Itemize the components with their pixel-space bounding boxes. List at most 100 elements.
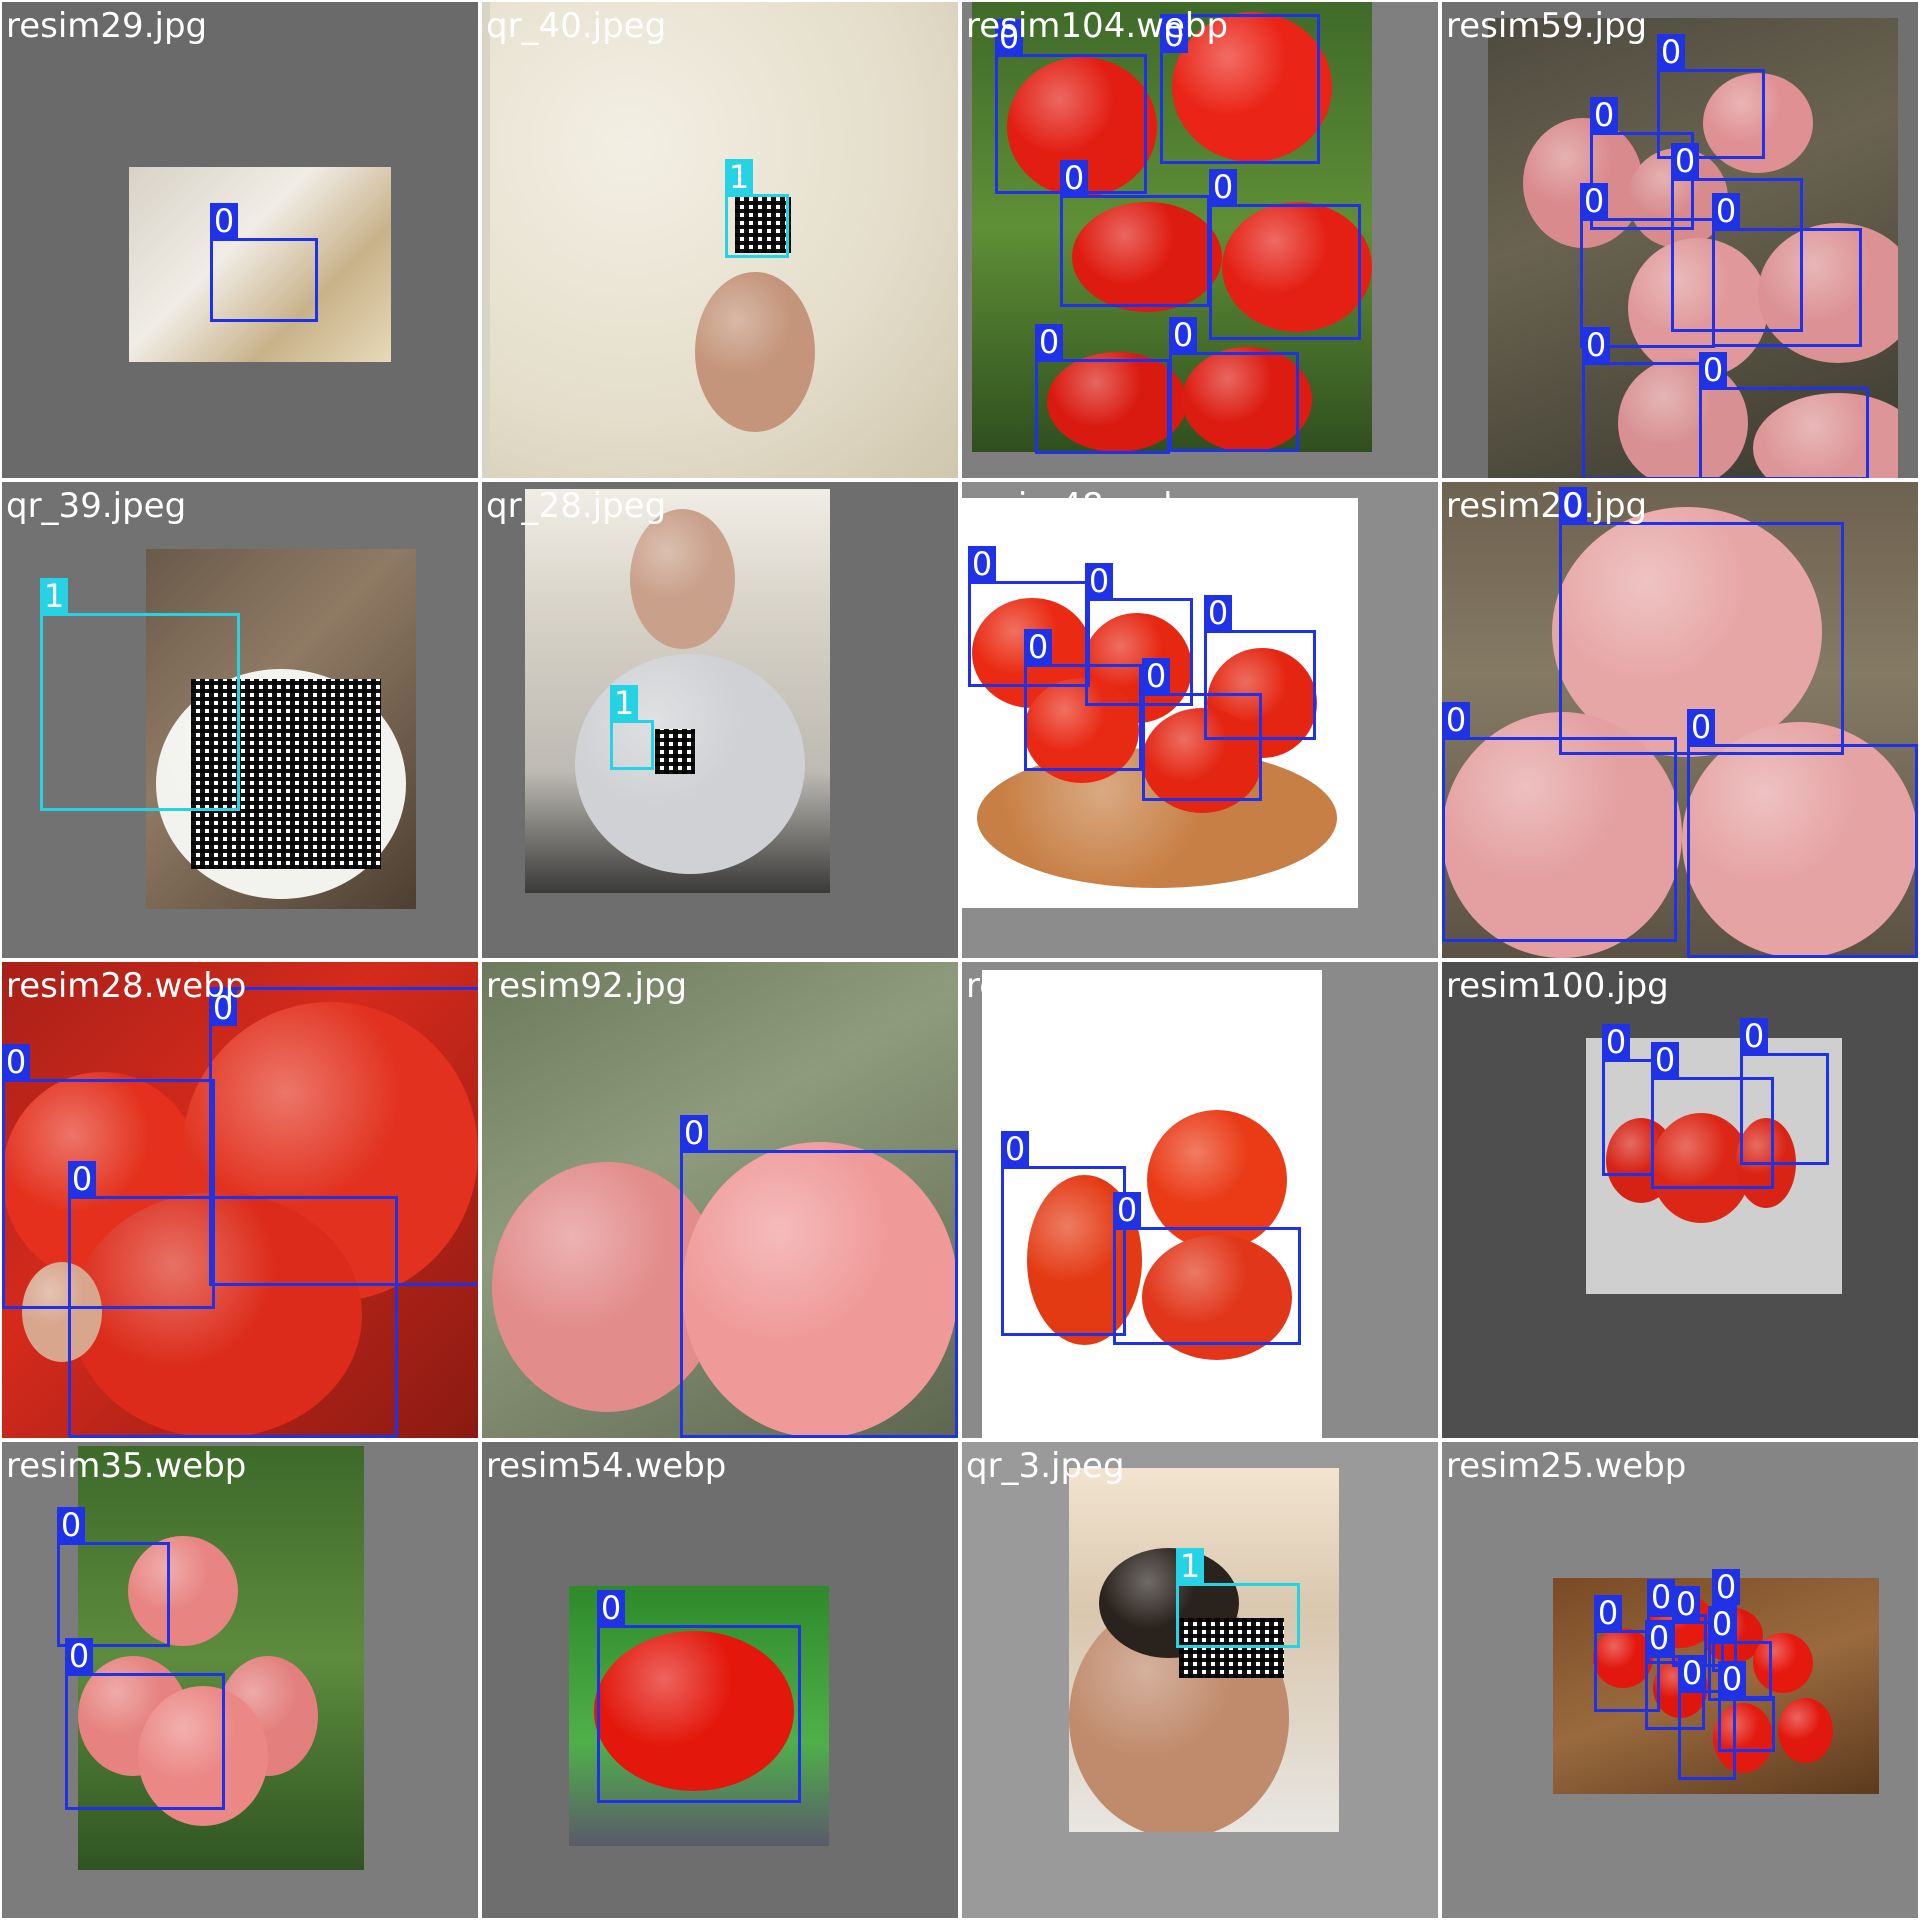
class-label: 0: [1209, 169, 1237, 205]
tile-filename: qr_3.jpeg: [966, 1446, 1125, 1486]
tomato-bounding-box: 0: [57, 1507, 170, 1647]
tile-photo: [982, 970, 1322, 1438]
mosaic-tile: 0 0 resim4.jpg: [962, 962, 1438, 1438]
class-label: 0: [210, 203, 238, 239]
tomato-shape: [594, 1631, 794, 1791]
mosaic-tile: 0 0 0 0 0 0 0 0 resim25.webp: [1442, 1442, 1918, 1918]
mosaic-tile: 0 resim92.jpg: [482, 962, 958, 1438]
class-label: 0: [1142, 658, 1170, 694]
tile-filename: resim29.jpg: [6, 6, 208, 46]
tomato-bounding-box: 0: [1169, 317, 1299, 452]
class-label: 0: [1580, 183, 1608, 219]
tile-filename: qr_40.jpeg: [486, 6, 667, 46]
tomato-shape: [630, 509, 735, 649]
class-label: 0: [1687, 709, 1715, 745]
mosaic-tile: 1 qr_40.jpeg: [482, 2, 958, 478]
mosaic-tile: 1 qr_28.jpeg: [482, 482, 958, 958]
class-label: 0: [1647, 1579, 1675, 1615]
tomato-shape: [1713, 1703, 1773, 1773]
tile-filename: resim25.webp: [1446, 1446, 1687, 1486]
tomato-bounding-box: 0: [1699, 352, 1869, 478]
tile-filename: resim59.jpg: [1446, 6, 1648, 46]
class-label: 0: [1657, 34, 1685, 70]
class-label: 0: [1035, 324, 1063, 360]
tile-filename: resim20.jpg: [1446, 486, 1648, 526]
tomato-bounding-box: 0: [210, 203, 318, 322]
tomato-shape: [1682, 722, 1918, 958]
class-label: 0: [597, 1590, 625, 1626]
class-label: 0: [995, 19, 1023, 55]
qr-code-image: [655, 729, 695, 774]
mosaic-tile: 0 0 resim35.webp: [2, 1442, 478, 1918]
tile-filename: resim54.webp: [486, 1446, 727, 1486]
class-label: 0: [680, 1115, 708, 1151]
class-label: 0: [1651, 1042, 1679, 1078]
tomato-bounding-box: 0: [1651, 1042, 1774, 1189]
tile-photo: [1069, 1468, 1339, 1832]
qr-bounding-box: 1: [40, 578, 240, 811]
tile-photo: [1442, 482, 1918, 958]
class-label: 0: [209, 990, 237, 1026]
class-label: 0: [1169, 317, 1197, 353]
class-label: 0: [1204, 595, 1232, 631]
class-label: 0: [65, 1638, 93, 1674]
qr-code-image: [1179, 1618, 1284, 1678]
tomato-shape: [72, 1192, 362, 1438]
tomato-bounding-box: 0: [597, 1590, 801, 1803]
tomato-shape: [1142, 708, 1262, 813]
tile-filename: resim28.webp: [6, 966, 247, 1006]
class-label: 1: [725, 159, 753, 195]
tomato-bounding-box: 0: [1687, 709, 1918, 958]
tomato-bounding-box: 0: [1740, 1018, 1829, 1165]
tile-photo: [78, 1446, 364, 1870]
class-label: 0: [968, 546, 996, 582]
tomato-shape: [1593, 1628, 1653, 1688]
tomato-shape: [682, 1142, 958, 1438]
class-label: 0: [57, 1507, 85, 1543]
class-label: 0: [1712, 193, 1740, 229]
class-label: 0: [1060, 160, 1088, 196]
tomato-bounding-box: 0: [1602, 1024, 1654, 1176]
mosaic-tile: 1 qr_3.jpeg: [962, 1442, 1438, 1918]
tile-photo: [129, 167, 391, 362]
mosaic-tile: 0 resim29.jpg: [2, 2, 478, 478]
qr-bounding-box: 1: [610, 685, 654, 770]
tomato-bounding-box: 0: [1160, 14, 1320, 164]
tile-filename: resim48.webp: [966, 486, 1207, 526]
tomato-shape: [1024, 678, 1139, 783]
tomato-bounding-box: 0: [1708, 1606, 1772, 1701]
tomato-bounding-box: 0: [1590, 97, 1694, 230]
class-label: 0: [2, 1044, 30, 1080]
tile-filename: qr_39.jpeg: [6, 486, 187, 526]
class-label: 1: [40, 578, 68, 614]
tomato-bounding-box: 0: [1035, 324, 1170, 454]
tomato-bounding-box: 0: [1718, 1661, 1775, 1752]
tomato-bounding-box: 0: [65, 1638, 225, 1810]
qr-code-image: [735, 197, 791, 253]
class-label: 0: [1708, 1606, 1736, 1642]
class-label: 0: [1718, 1661, 1746, 1697]
tomato-bounding-box: 0: [1712, 193, 1862, 347]
class-label: 0: [1001, 1131, 1029, 1167]
class-label: 0: [1699, 352, 1727, 388]
tile-photo: [2, 962, 478, 1438]
tomato-bounding-box: 0: [1657, 34, 1765, 159]
tomato-shape: [977, 748, 1337, 888]
class-label: 1: [610, 685, 638, 721]
class-label: 0: [1085, 563, 1113, 599]
tile-photo: [1488, 18, 1898, 478]
tomato-shape: [1778, 1698, 1833, 1763]
class-label: 0: [1678, 1655, 1706, 1691]
mosaic-tile: 0 0 0 resim100.jpg: [1442, 962, 1918, 1438]
tile-filename: resim4.jpg: [966, 966, 1146, 1006]
tomato-shape: [1651, 1113, 1751, 1223]
tomato-shape: [1628, 238, 1768, 378]
class-label: 0: [1160, 17, 1188, 53]
tomato-bounding-box: 0: [1594, 1595, 1660, 1712]
tile-filename: resim35.webp: [6, 1446, 247, 1486]
tomato-bounding-box: 0: [968, 546, 1090, 687]
tomato-bounding-box: 0: [2, 1044, 215, 1309]
class-label: 0: [1672, 1586, 1700, 1622]
class-label: 0: [68, 1161, 96, 1197]
